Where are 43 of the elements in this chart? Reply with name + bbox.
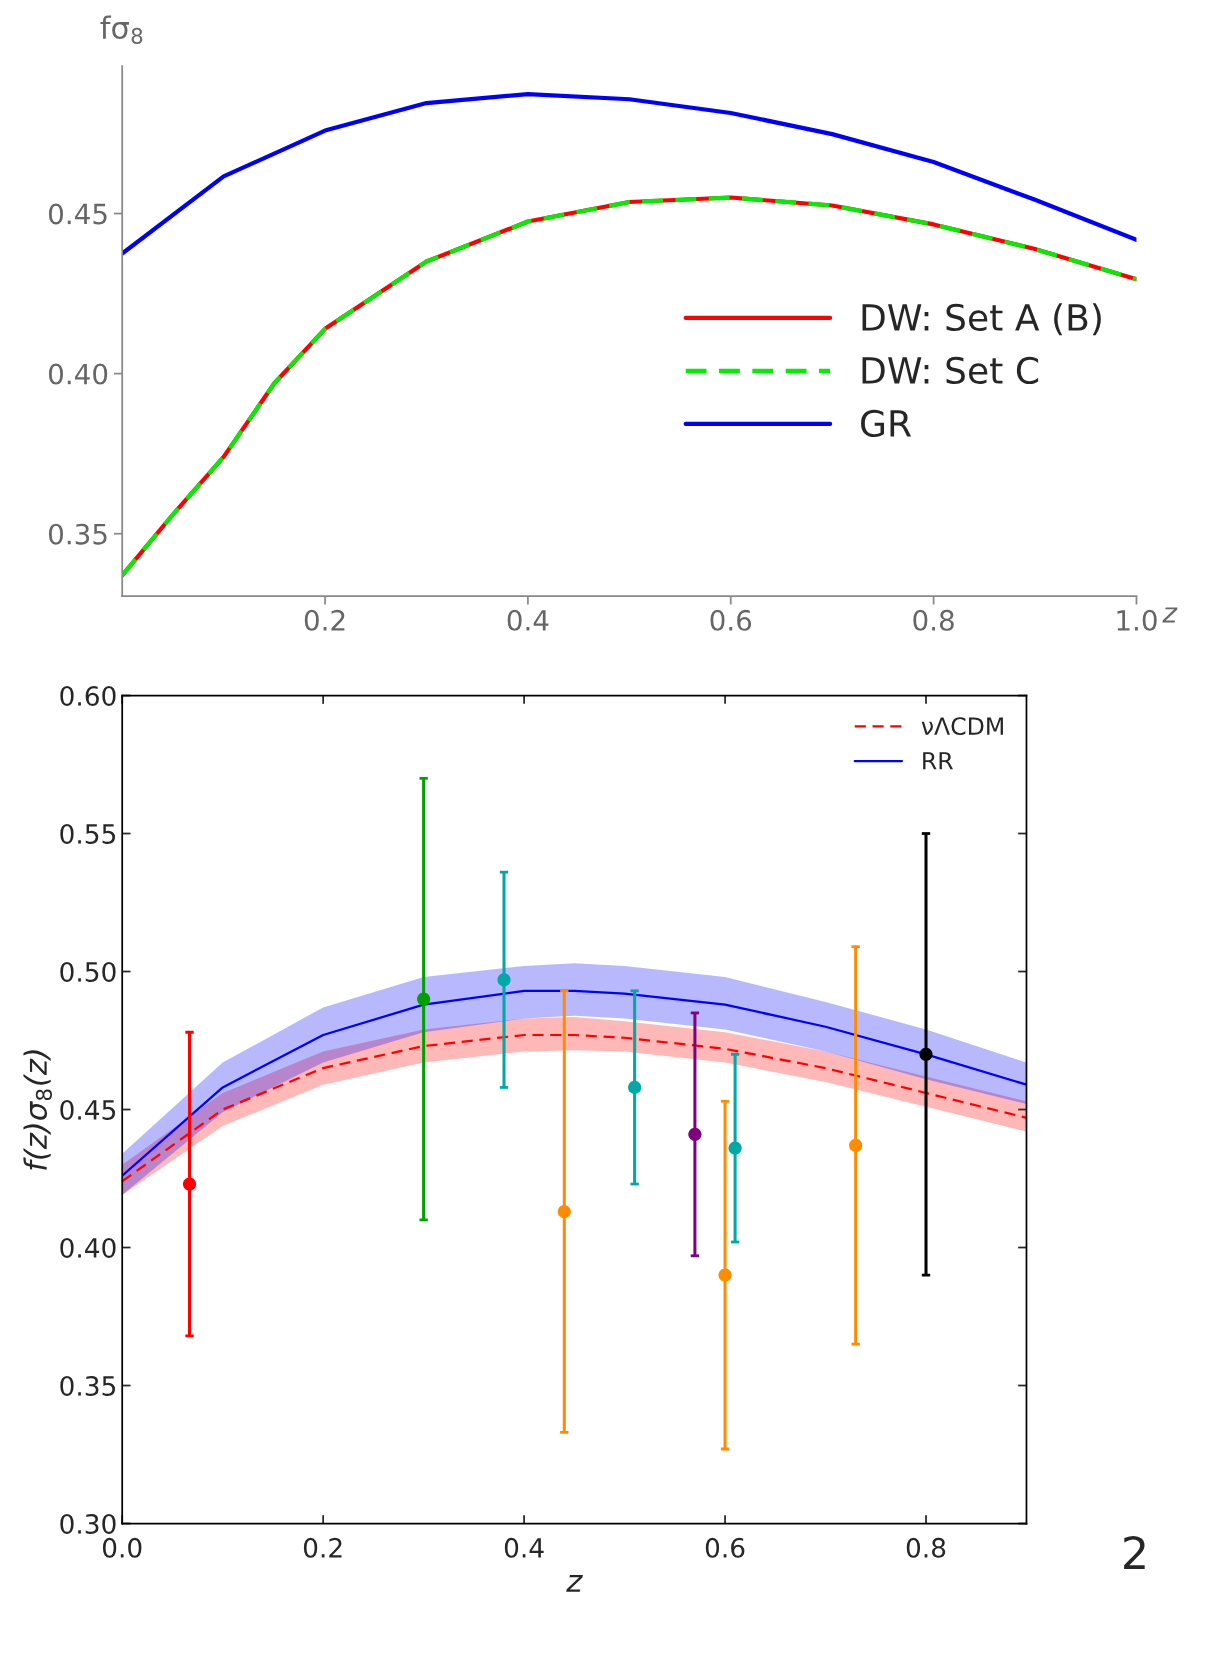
- y-tick-label: 0.55: [60, 823, 116, 844]
- y-tick-label: 0.40: [60, 1237, 116, 1258]
- x-tick-label: 0.8: [913, 609, 954, 631]
- legend-label: DW: Set C: [862, 356, 1039, 385]
- point: [497, 973, 511, 987]
- line-series: [122, 195, 1137, 578]
- x-tick-label: 0.8: [906, 1537, 946, 1558]
- legend-label: RR: [923, 752, 953, 770]
- x-tick-label: 0.2: [304, 609, 345, 631]
- y-tick-label: 0.45: [48, 203, 107, 225]
- point: [182, 1177, 197, 1191]
- y-tick-label: 0.35: [60, 1375, 116, 1396]
- x-tick-label: 0.6: [710, 609, 752, 631]
- text: 2: [1124, 1535, 1145, 1569]
- x-tick-label: 0.2: [303, 1537, 342, 1558]
- x-tick-label: 0.0: [102, 1537, 142, 1558]
- x-tick-label: 0.6: [705, 1537, 745, 1558]
- y-tick-label: 0.35: [48, 523, 107, 545]
- y-axis-title: f(z)σ$_{8}$(z): [23, 1050, 52, 1170]
- point: [919, 1047, 933, 1061]
- y-tick-label: 0.50: [60, 961, 116, 982]
- point: [557, 1205, 571, 1219]
- point: [728, 1141, 742, 1155]
- y-axis-title: fσ$_{8}$: [100, 15, 143, 44]
- y-tick-label: 0.45: [60, 1099, 116, 1120]
- point: [417, 992, 431, 1006]
- line-series: [122, 989, 1027, 1177]
- legend-label: νΛCDM: [921, 717, 1003, 736]
- x-axis-title: z: [566, 1575, 583, 1592]
- x-axis-title: z: [1162, 607, 1178, 623]
- y-tick-label: 0.60: [60, 685, 116, 706]
- x-tick-label: 0.4: [504, 1537, 544, 1558]
- point: [628, 1080, 642, 1095]
- x-tick-label: 0.4: [507, 609, 549, 631]
- x-tick-label: 1.0: [1117, 609, 1157, 631]
- line-series: [122, 92, 1137, 256]
- y-tick-label: 0.30: [60, 1513, 116, 1534]
- point: [688, 1127, 702, 1141]
- point: [849, 1138, 863, 1152]
- legend-label: DW: Set A (B): [862, 303, 1101, 336]
- legend-label: GR: [861, 409, 912, 438]
- y-tick-label: 0.40: [48, 363, 108, 385]
- point: [718, 1268, 732, 1282]
